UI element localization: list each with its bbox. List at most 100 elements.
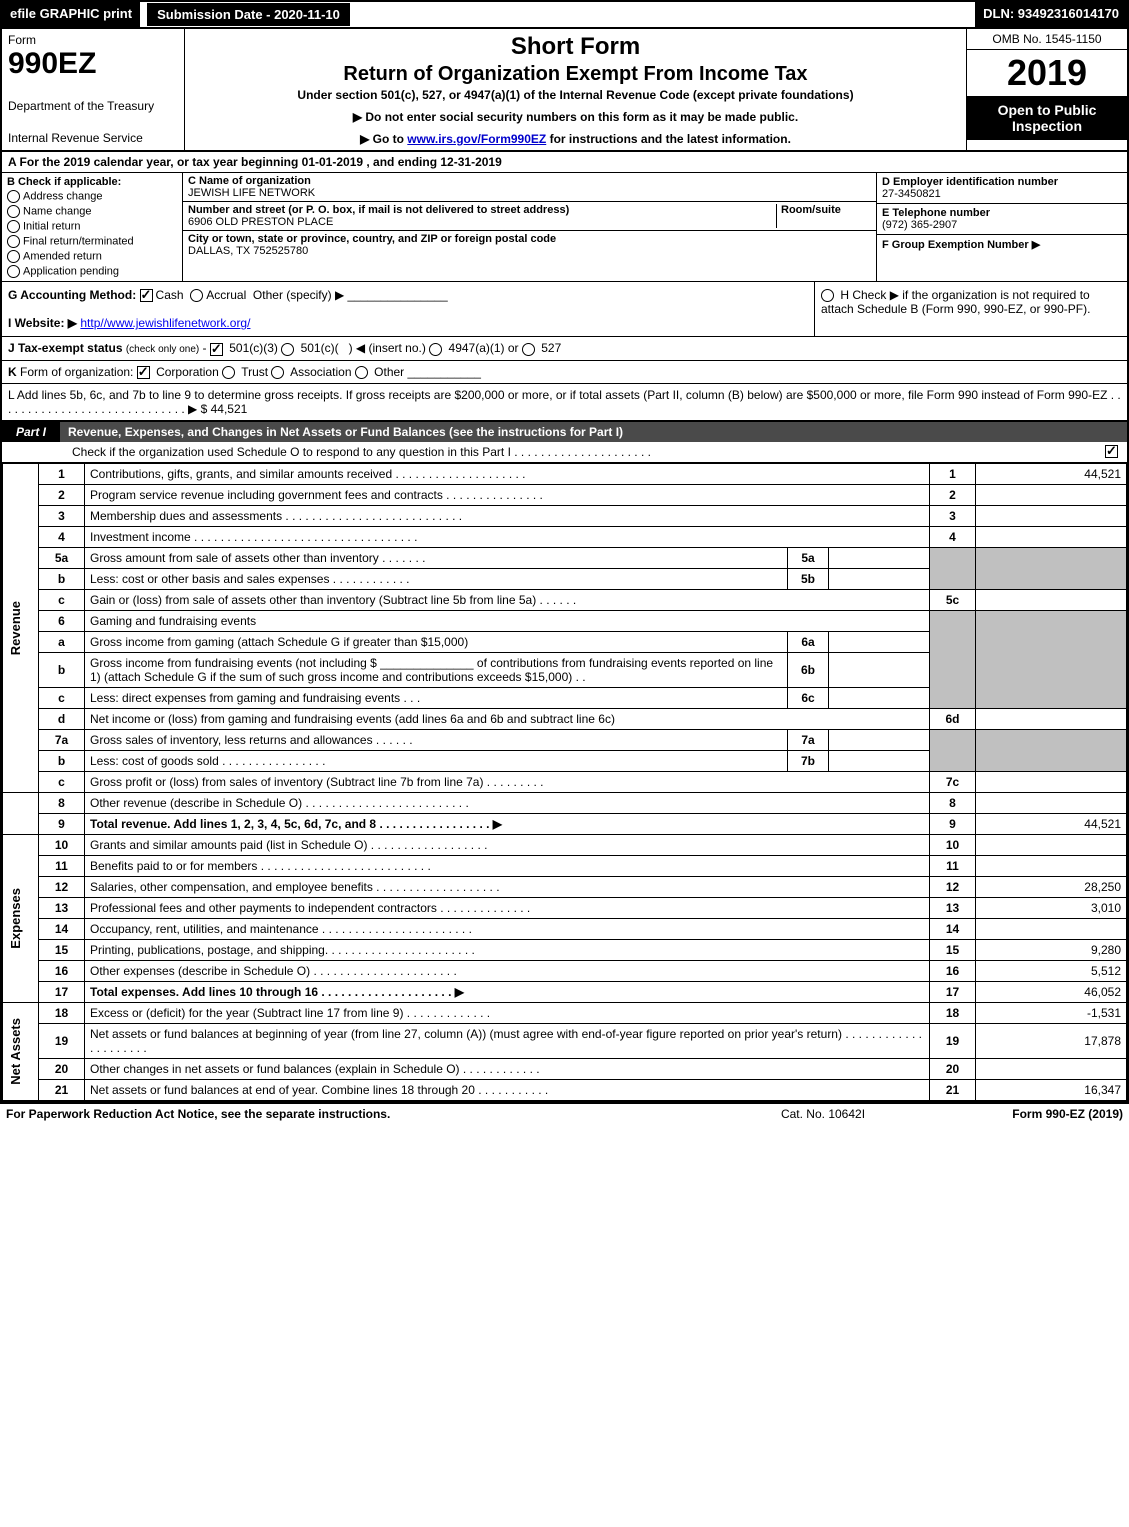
line7a-text: Gross sales of inventory, less returns a… [85, 729, 788, 750]
chk-final[interactable] [7, 235, 20, 248]
line10-text: Grants and similar amounts paid (list in… [85, 834, 930, 855]
opt-address: Address change [23, 190, 103, 202]
line11-col: 11 [930, 855, 976, 876]
line19-num: 19 [39, 1023, 85, 1058]
irs-link[interactable]: www.irs.gov/Form990EZ [407, 132, 546, 146]
line5a-num: 5a [39, 547, 85, 568]
open-inspection: Open to Public Inspection [967, 96, 1127, 140]
line6d-text: Net income or (loss) from gaming and fun… [85, 708, 930, 729]
line11-text: Benefits paid to or for members . . . . … [85, 855, 930, 876]
line14-amount [976, 918, 1127, 939]
room-label: Room/suite [781, 204, 841, 216]
line17-col: 17 [930, 981, 976, 1002]
chk-trust[interactable] [222, 366, 235, 379]
line6c-inner-amt [829, 687, 930, 708]
line20-amount [976, 1058, 1127, 1079]
chk-501c[interactable] [281, 343, 294, 356]
line7a-inner-amt [829, 729, 930, 750]
line7b-inner-num: 7b [788, 750, 829, 771]
line7a-inner-num: 7a [788, 729, 829, 750]
line12-col: 12 [930, 876, 976, 897]
line6c-num: c [39, 687, 85, 708]
line16-text: Other expenses (describe in Schedule O) … [85, 960, 930, 981]
chk-assoc[interactable] [271, 366, 284, 379]
opt-final: Final return/terminated [23, 235, 134, 247]
chk-corp[interactable] [137, 366, 150, 379]
line15-num: 15 [39, 939, 85, 960]
line6a-inner-num: 6a [788, 631, 829, 652]
block-5-shade-amt [976, 547, 1127, 589]
ein-value: 27-3450821 [882, 188, 941, 200]
line20-col: 20 [930, 1058, 976, 1079]
form-word: Form [8, 33, 178, 47]
chk-501c3[interactable] [210, 343, 223, 356]
chk-amended[interactable] [7, 250, 20, 263]
chk-schedule-o[interactable] [1105, 445, 1118, 458]
line4-num: 4 [39, 526, 85, 547]
block-7-shade-amt [976, 729, 1127, 771]
chk-name-change[interactable] [7, 205, 20, 218]
opt-amended: Amended return [23, 250, 102, 262]
line9-amount: 44,521 [976, 813, 1127, 834]
line2-amount [976, 484, 1127, 505]
line4-text: Investment income . . . . . . . . . . . … [85, 526, 930, 547]
section-b-title: B Check if applicable: [7, 176, 121, 188]
line10-col: 10 [930, 834, 976, 855]
line10-amount [976, 834, 1127, 855]
line5b-num: b [39, 568, 85, 589]
line15-amount: 9,280 [976, 939, 1127, 960]
header-center: Short Form Return of Organization Exempt… [185, 29, 966, 150]
line1-text: Contributions, gifts, grants, and simila… [85, 463, 930, 484]
line2-col: 2 [930, 484, 976, 505]
h-text: H Check ▶ if the organization is not req… [821, 288, 1090, 316]
line5b-inner-num: 5b [788, 568, 829, 589]
dln-label: DLN: 93492316014170 [975, 2, 1127, 27]
line21-amount: 16,347 [976, 1079, 1127, 1100]
line12-text: Salaries, other compensation, and employ… [85, 876, 930, 897]
i-label: I Website: ▶ [8, 316, 77, 330]
part1-table: Revenue 1 Contributions, gifts, grants, … [2, 463, 1127, 1101]
line8-amount [976, 792, 1127, 813]
short-form-title: Short Form [193, 33, 958, 61]
chk-other-org[interactable] [355, 366, 368, 379]
website-link[interactable]: http//www.jewishlifenetwork.org/ [80, 316, 250, 330]
chk-address-change[interactable] [7, 190, 20, 203]
line6d-num: d [39, 708, 85, 729]
line17-text: Total expenses. Add lines 10 through 16 … [85, 981, 930, 1002]
chk-accrual[interactable] [190, 289, 203, 302]
line3-amount [976, 505, 1127, 526]
line6-text: Gaming and fundraising events [85, 610, 930, 631]
footer-left: For Paperwork Reduction Act Notice, see … [6, 1107, 723, 1121]
expenses-side-label: Expenses [3, 834, 39, 1002]
omb-number: OMB No. 1545-1150 [967, 29, 1127, 50]
line20-num: 20 [39, 1058, 85, 1079]
chk-schedule-b[interactable] [821, 289, 834, 302]
revenue-side2 [3, 792, 39, 834]
line5c-text: Gain or (loss) from sale of assets other… [85, 589, 930, 610]
chk-4947[interactable] [429, 343, 442, 356]
line3-num: 3 [39, 505, 85, 526]
tel-value: (972) 365-2907 [882, 219, 957, 231]
footer-right: Form 990-EZ (2019) [923, 1107, 1123, 1121]
chk-cash[interactable] [140, 289, 153, 302]
efile-label[interactable]: efile GRAPHIC print [2, 2, 140, 27]
line4-col: 4 [930, 526, 976, 547]
line17-amount: 46,052 [976, 981, 1127, 1002]
form-header: Form 990EZ Department of the Treasury In… [2, 29, 1127, 152]
line9-col: 9 [930, 813, 976, 834]
line-k: K Form of organization: Corporation Trus… [2, 361, 1127, 384]
line18-text: Excess or (deficit) for the year (Subtra… [85, 1002, 930, 1023]
line6b-inner-num: 6b [788, 652, 829, 687]
opt-initial: Initial return [23, 220, 80, 232]
part1-sub-text: Check if the organization used Schedule … [72, 445, 651, 459]
line9-num: 9 [39, 813, 85, 834]
chk-initial[interactable] [7, 220, 20, 233]
chk-527[interactable] [522, 343, 535, 356]
line10-num: 10 [39, 834, 85, 855]
line5b-inner-amt [829, 568, 930, 589]
line1-col: 1 [930, 463, 976, 484]
tel-label: E Telephone number [882, 207, 990, 219]
line2-num: 2 [39, 484, 85, 505]
chk-pending[interactable] [7, 265, 20, 278]
spacer [351, 2, 975, 27]
